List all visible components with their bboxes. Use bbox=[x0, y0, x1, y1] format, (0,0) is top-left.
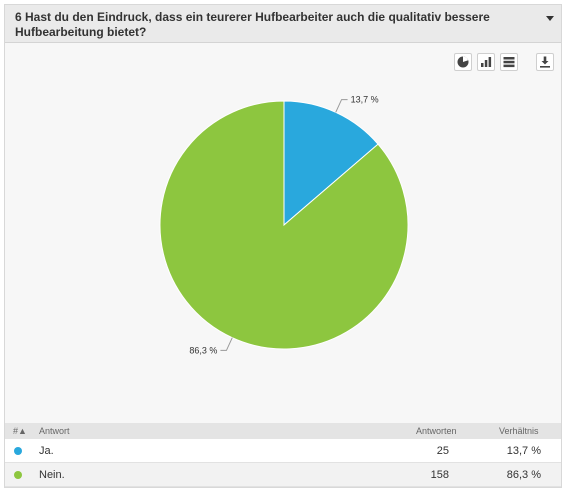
bar-chart-button[interactable] bbox=[477, 53, 495, 71]
answer-ratio: 13,7 % bbox=[506, 445, 541, 457]
bar-chart-icon bbox=[481, 57, 492, 67]
data-label-ja: 13,7 % bbox=[351, 95, 379, 105]
column-index-header[interactable]: #▲ bbox=[13, 426, 27, 436]
table-view-icon bbox=[503, 57, 515, 68]
answer-label: Ja. bbox=[39, 445, 54, 457]
column-count-header[interactable]: Antworten bbox=[416, 426, 457, 436]
column-answer-header[interactable]: Antwort bbox=[39, 426, 70, 436]
answer-label: Nein. bbox=[39, 469, 65, 481]
pie-chart-svg: 13,7 % 86,3 % bbox=[159, 95, 409, 355]
column-ratio-header[interactable]: Verhältnis bbox=[499, 426, 539, 436]
table-row: Nein. 158 86,3 % bbox=[5, 463, 561, 487]
data-label-connector bbox=[335, 99, 348, 113]
download-button[interactable] bbox=[536, 53, 554, 71]
pie-slice-nein[interactable] bbox=[159, 100, 409, 350]
answer-count: 25 bbox=[436, 445, 449, 457]
table-row: Ja. 25 13,7 % bbox=[5, 439, 561, 463]
collapse-caret-icon[interactable] bbox=[546, 16, 554, 21]
download-icon bbox=[540, 56, 550, 68]
data-label-nein: 86,3 % bbox=[189, 345, 217, 355]
answer-ratio: 86,3 % bbox=[506, 469, 541, 481]
table-header: #▲ Antwort Antworten Verhältnis bbox=[5, 423, 561, 439]
answer-count: 158 bbox=[430, 469, 449, 481]
question-header: 6 Hast du den Eindruck, dass ein teurere… bbox=[5, 5, 561, 43]
pie-chart-button[interactable] bbox=[454, 53, 472, 71]
data-label-connector bbox=[220, 337, 233, 351]
question-panel: 6 Hast du den Eindruck, dass ein teurere… bbox=[4, 4, 562, 488]
pie-chart: 13,7 % 86,3 % bbox=[5, 75, 561, 417]
legend-dot-ja bbox=[14, 447, 22, 455]
question-title: 6 Hast du den Eindruck, dass ein teurere… bbox=[15, 10, 490, 39]
pie-chart-icon bbox=[457, 56, 469, 68]
sort-asc-icon: ▲ bbox=[18, 426, 27, 436]
table-view-button[interactable] bbox=[500, 53, 518, 71]
legend-dot-nein bbox=[14, 471, 22, 479]
